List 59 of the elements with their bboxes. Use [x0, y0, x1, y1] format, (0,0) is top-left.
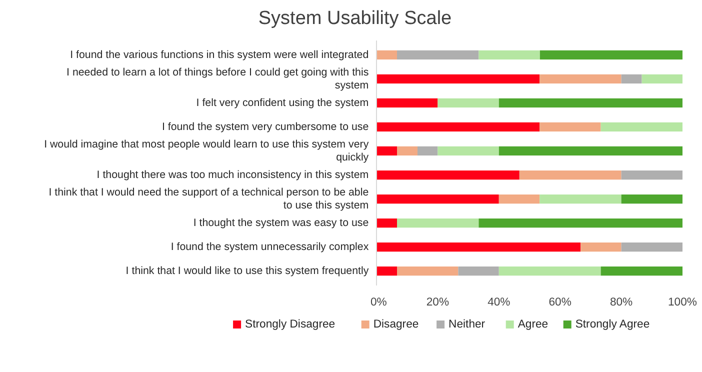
bar	[397, 218, 479, 228]
x-tick-label: 20%	[426, 296, 450, 308]
bar	[397, 266, 458, 276]
legend-label: Disagree	[373, 318, 419, 330]
bar	[621, 74, 642, 84]
bar	[498, 98, 682, 108]
bar	[376, 122, 540, 132]
bar	[458, 266, 499, 276]
bar	[397, 50, 479, 60]
bar	[376, 242, 581, 252]
bar	[642, 74, 682, 84]
legend-label: Neither	[448, 318, 486, 330]
legend-label: Strongly Agree	[575, 318, 650, 330]
chart-title: System Usability Scale	[258, 7, 452, 31]
y-tick-label: I thought the system was easy to use	[193, 217, 369, 230]
bar	[478, 50, 540, 60]
y-tick-label: I found the various functions in this system were well integrated	[70, 48, 369, 61]
bar	[376, 98, 438, 108]
x-tick-label: 0%	[370, 296, 387, 308]
x-tick-label: 80%	[610, 296, 633, 308]
bar	[621, 170, 682, 180]
bar	[498, 146, 682, 156]
legend-label: Strongly Disagree	[245, 318, 336, 330]
bar	[376, 194, 499, 204]
x-tick-label: 60%	[548, 296, 572, 308]
bar	[600, 122, 682, 132]
bar	[376, 74, 540, 84]
y-tick-label: I found the system very cumbersome to use	[162, 120, 369, 133]
bar	[478, 218, 682, 228]
bar	[376, 50, 397, 60]
bar	[540, 194, 622, 204]
bar	[600, 266, 682, 276]
bar	[498, 266, 601, 276]
bar	[397, 146, 418, 156]
y-tick-label: I think that I would need the support of a technical person to be able to use this system	[48, 186, 369, 212]
bar	[376, 218, 397, 228]
y-tick-label: I needed to learn a lot of things before I could get going with this system	[66, 66, 369, 92]
y-tick-label: I would imagine that most people would learn to use this system very quickly	[44, 138, 370, 164]
bar	[540, 122, 601, 132]
y-tick-label: I think that I would like to use this system frequently	[126, 265, 370, 278]
y-tick-label: I thought there was too much inconsistency in this system	[96, 169, 369, 182]
bar	[438, 98, 499, 108]
bar	[621, 242, 682, 252]
bar	[621, 194, 682, 204]
bar	[519, 170, 622, 180]
bar	[498, 194, 540, 204]
bar	[376, 146, 397, 156]
legend-label: Agree	[518, 318, 548, 330]
bar	[438, 146, 499, 156]
bar	[580, 242, 622, 252]
x-tick-label: 100%	[668, 296, 697, 308]
x-tick-label: 40%	[488, 296, 510, 308]
bar	[540, 74, 622, 84]
bar	[418, 146, 438, 156]
y-tick-label: I felt very confident using the system	[196, 96, 369, 109]
bar	[540, 50, 682, 60]
bar	[376, 266, 397, 276]
y-tick-label: I found the system unnecessarily complex	[170, 241, 370, 254]
bar	[376, 170, 520, 180]
